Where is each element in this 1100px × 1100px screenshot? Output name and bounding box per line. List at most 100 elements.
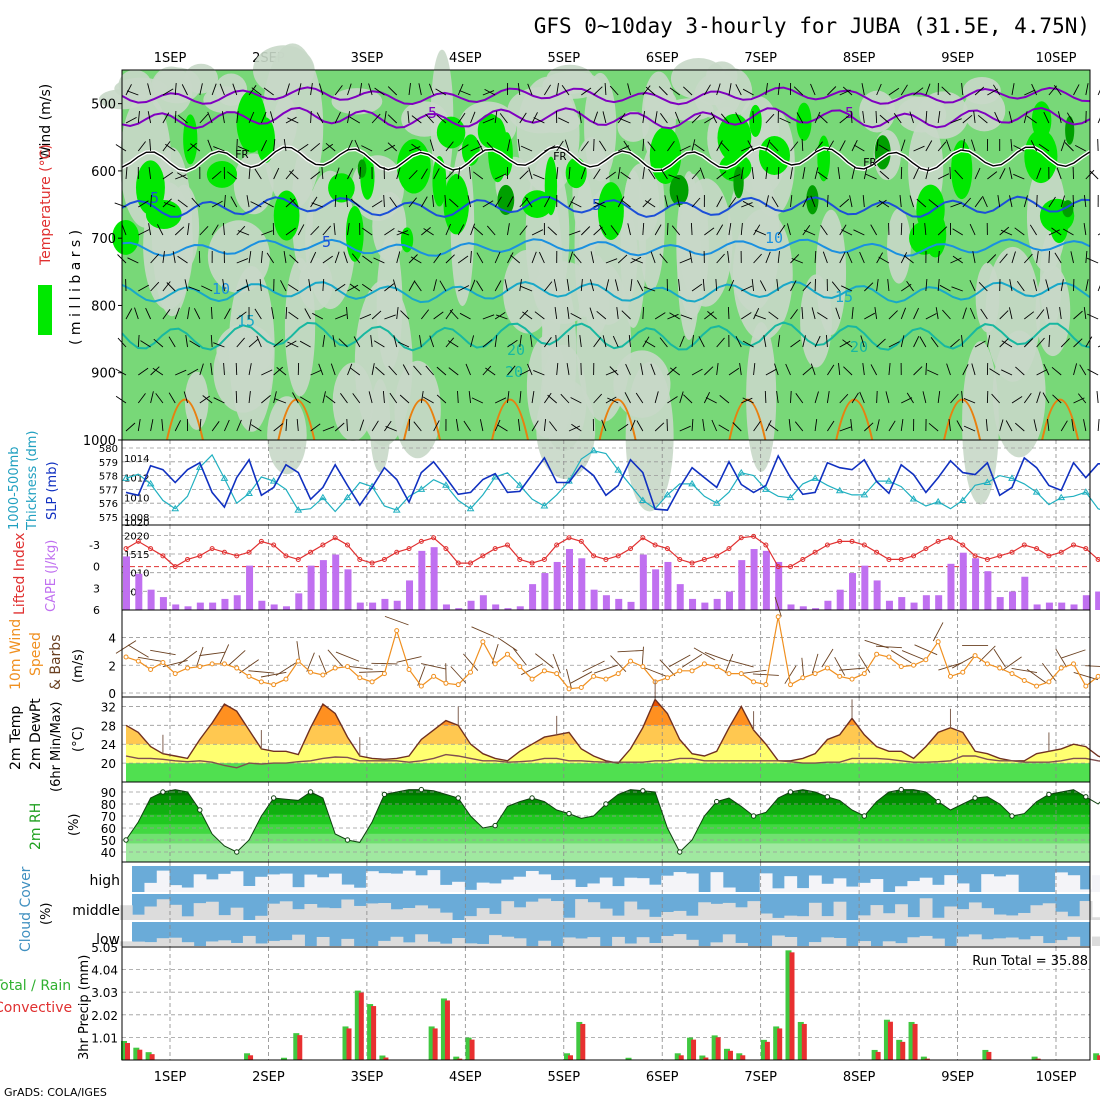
wind-speed-marker (947, 673, 953, 679)
wind-barb (310, 225, 320, 236)
li-marker (455, 560, 461, 566)
wind-barb (753, 420, 761, 432)
wind-barb (298, 143, 309, 152)
wind-barb (507, 223, 510, 236)
wind-barb (260, 111, 267, 124)
wind-barb (162, 141, 171, 152)
isotherm-line (121, 86, 1091, 106)
wind-barb (517, 139, 521, 152)
cloud-clear-segment (944, 906, 958, 920)
wind-barb (849, 195, 853, 208)
wind-barb (1026, 115, 1037, 124)
wind-barb (610, 225, 619, 236)
sfc-wind-barb (275, 662, 297, 676)
cape-bar (787, 604, 795, 610)
wind-speed-marker (603, 676, 609, 682)
rh-dry-patch (267, 396, 307, 475)
rh-marker (307, 789, 314, 795)
wind-barb (1097, 418, 1100, 432)
wind-barb (879, 114, 890, 124)
thickness-marker (688, 479, 696, 487)
cloud-clear-segment (525, 901, 539, 920)
cloud-clear-segment (808, 875, 822, 892)
wind-barb (776, 391, 779, 404)
cloud-clear-segment (255, 915, 269, 920)
wind-barb (343, 251, 348, 264)
wind-barb (248, 85, 257, 96)
wind-barb (150, 419, 154, 432)
wind-barb (1086, 257, 1099, 264)
wind-barb (310, 369, 322, 376)
precip-total-bar (896, 1039, 903, 1060)
wind-barb (589, 279, 595, 292)
precip-convective-bar (912, 1023, 918, 1060)
cloud-clear-segment (513, 876, 527, 892)
axis-label-wind-units: (m/s) (71, 649, 86, 683)
wind-barb (227, 171, 238, 180)
li-marker (541, 556, 547, 562)
wind-barb (668, 174, 680, 180)
wind-barb (382, 390, 385, 404)
cloud-clear-segment (476, 943, 490, 946)
wind-barb (945, 139, 951, 152)
precip-tick-label: 4.04 (91, 964, 118, 978)
wind-barb (609, 85, 619, 96)
wind-barb (519, 309, 529, 320)
wind-barb (162, 198, 172, 208)
wind-barb (790, 167, 793, 180)
wind-barb (951, 286, 963, 292)
li-marker (234, 553, 240, 559)
wind-barb (747, 140, 754, 152)
wind-barb (864, 312, 876, 320)
cloud-clear-segment (612, 886, 625, 892)
wind-barb (494, 251, 501, 264)
cloud-clear-segment (599, 908, 613, 920)
wind-barb (261, 369, 273, 376)
thickness-tick-label: 575 (99, 513, 118, 524)
wind-barb (691, 368, 703, 376)
wind-barb (368, 391, 373, 404)
wind-barb (593, 201, 605, 208)
wind-barb (1031, 83, 1038, 96)
cloud-clear-segment (1067, 875, 1081, 892)
wind-barb (183, 391, 188, 404)
wind-barb (1024, 89, 1036, 96)
cloud-clear-segment (661, 875, 675, 892)
cloud-clear-segment (255, 876, 269, 892)
cape-bar (1095, 591, 1100, 610)
wind-barb (642, 138, 645, 152)
wind-barb (716, 224, 724, 236)
wind-barb (114, 202, 127, 208)
li-marker (578, 538, 584, 544)
thickness-marker (417, 485, 426, 492)
wind-barb (568, 425, 581, 432)
warm-contour (491, 398, 530, 441)
wind-barb (445, 337, 455, 348)
wind-barb (1083, 195, 1087, 208)
rh-dry-patch (815, 209, 847, 336)
wind-barb (625, 363, 631, 376)
wind-barb (650, 363, 656, 376)
cloud-clear-segment (833, 937, 847, 946)
precip-total-bar (883, 1019, 890, 1060)
wind-barb (727, 306, 730, 320)
wind-barb (153, 338, 164, 348)
wind-barb (248, 338, 259, 348)
slp-tick-label: 1012 (124, 474, 149, 485)
wind-speed-marker (406, 666, 412, 672)
cloud-level-high: high (89, 873, 120, 889)
wind-barb (260, 140, 268, 152)
rh-marker (455, 795, 461, 801)
li-marker (1095, 556, 1100, 562)
precip-convective-bar (567, 1055, 573, 1060)
li-marker (911, 553, 917, 559)
wind-barb (579, 335, 582, 348)
wind-barb (922, 391, 927, 404)
wind-barb (870, 224, 878, 236)
wind-barb (1009, 279, 1013, 292)
wind-barb (408, 83, 411, 96)
rh-band (126, 804, 1090, 815)
wind-barb (742, 397, 754, 404)
wind-barb (802, 335, 806, 348)
wind-barb (221, 111, 225, 124)
